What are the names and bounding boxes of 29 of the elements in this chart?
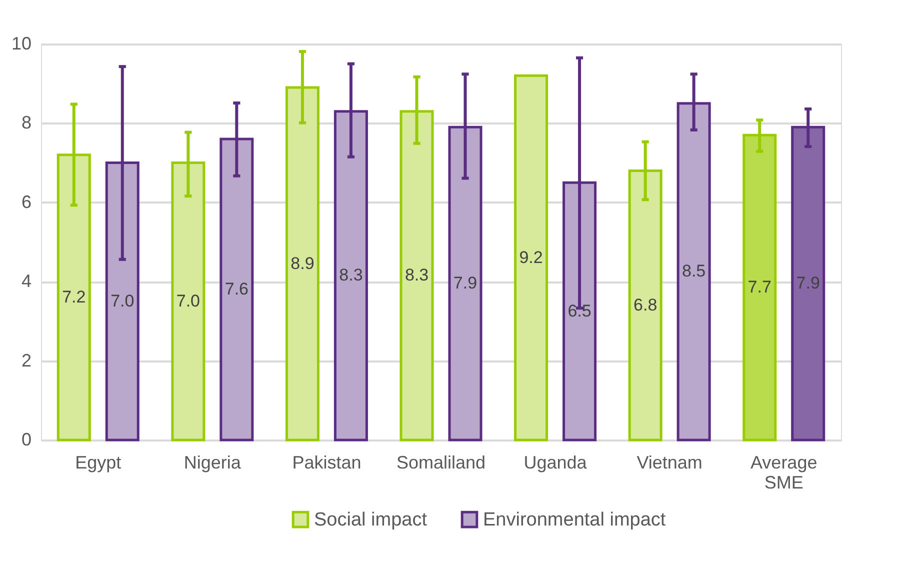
y-tick-label: 4 [21,271,32,292]
data-label: 7.7 [748,278,772,297]
x-tick-label: Nigeria [184,452,242,472]
x-tick-label: Egypt [75,452,122,472]
data-label: 6.5 [568,301,592,320]
data-label: 8.5 [682,262,706,281]
data-label: 7.2 [62,287,86,306]
data-label: 8.3 [339,266,363,285]
data-label: 7.9 [453,274,478,293]
data-label: 6.8 [634,295,658,314]
x-tick-label: Pakistan [292,452,362,472]
data-label: 7.9 [796,274,820,293]
y-tick-label: 2 [21,350,32,370]
y-tick-label: 10 [11,34,32,54]
y-tick-label: 8 [21,112,32,133]
x-tick-label: Somaliland [396,452,486,472]
legend-label: Environmental impact [483,510,666,531]
data-label: 8.3 [404,266,429,285]
data-label: 9.2 [519,248,543,267]
x-tick-label: Vietnam [636,452,702,472]
data-label: 7.6 [224,280,248,299]
x-tick-label: Uganda [524,452,588,472]
data-label: 7.0 [176,291,200,310]
y-tick-label: 0 [21,430,32,450]
data-label: 7.0 [110,291,134,310]
data-label: 8.9 [290,254,314,273]
legend-label: Social impact [314,510,428,531]
x-tick-label: Average SME [750,452,818,492]
y-tick-label: 6 [21,192,32,212]
